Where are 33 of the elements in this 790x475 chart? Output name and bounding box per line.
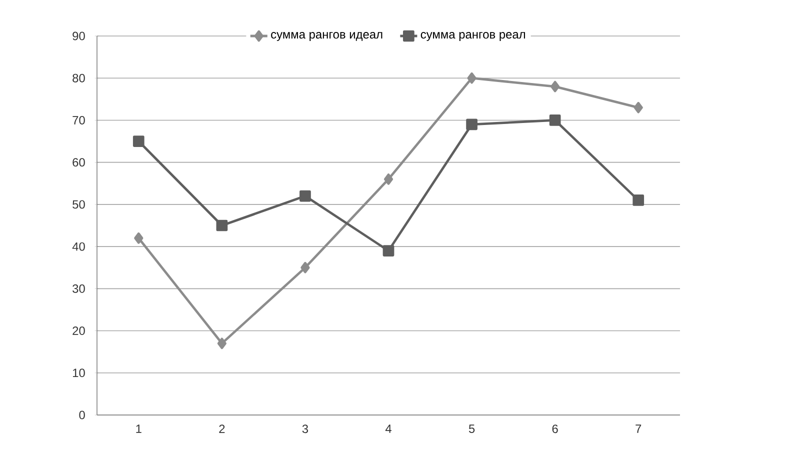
legend-label: сумма рангов идеал — [271, 32, 382, 41]
x-tick-label: 3 — [302, 424, 308, 434]
y-tick-label: 60 — [72, 158, 85, 167]
y-tick-label: 90 — [72, 32, 85, 40]
point — [550, 80, 560, 92]
legend-label: сумма рангов реал — [420, 32, 525, 41]
y-tick-label: 70 — [72, 116, 85, 124]
x-tick-label: 1 — [136, 424, 142, 433]
point — [634, 102, 643, 114]
point — [134, 232, 144, 244]
point — [549, 114, 561, 126]
point — [300, 262, 310, 274]
y-tick-label: 30 — [72, 284, 85, 293]
x-tick-label: 2 — [219, 424, 225, 433]
point — [300, 190, 311, 202]
y-tick-label: 0 — [79, 410, 85, 420]
x-tick-label: 7 — [636, 424, 642, 433]
y-tick-label: 40 — [72, 242, 85, 251]
point — [632, 194, 644, 206]
y-tick-label: 10 — [72, 368, 85, 378]
point — [466, 118, 478, 130]
point — [216, 220, 228, 232]
x-tick-label: 5 — [468, 424, 475, 433]
point — [384, 174, 394, 185]
y-tick-label: 20 — [72, 326, 85, 335]
point — [467, 72, 476, 84]
x-tick-label: 4 — [385, 424, 392, 433]
point — [217, 338, 226, 350]
point — [132, 136, 144, 147]
x-tick-label: 6 — [552, 424, 558, 434]
y-tick-label: 80 — [72, 74, 85, 82]
y-tick-label: 50 — [72, 200, 85, 209]
point — [382, 245, 394, 256]
